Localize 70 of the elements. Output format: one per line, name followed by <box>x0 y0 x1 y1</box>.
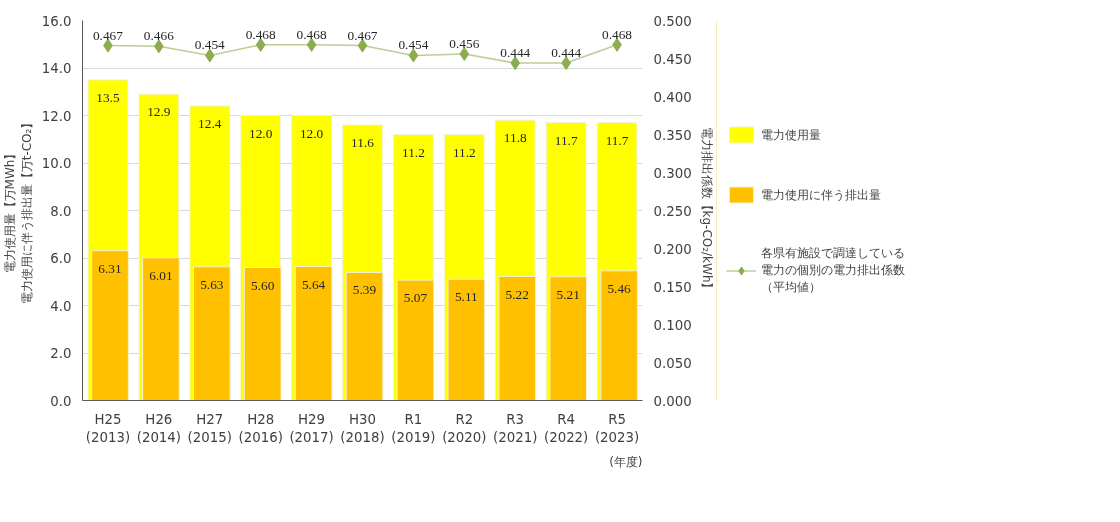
data-label: 5.60 <box>251 277 275 293</box>
y2-tick-label: 0.300 <box>653 165 692 181</box>
y-tick-label: 10.0 <box>41 156 72 171</box>
y2-tick-label: 0.000 <box>653 393 692 409</box>
legend-label: 電力使用量 <box>761 126 821 143</box>
y-tick-label: 14.0 <box>41 61 72 76</box>
data-label: 0.468 <box>245 26 277 42</box>
data-label: 0.468 <box>602 26 633 42</box>
data-label: 0.454 <box>194 37 226 53</box>
data-label: 11.2 <box>452 144 476 160</box>
data-label: 12.0 <box>249 125 273 141</box>
x-tick-label: R2 (2020) <box>442 411 487 445</box>
y2-tick-label: 0.200 <box>653 241 692 257</box>
x-tick-label: H28 (2016) <box>238 411 283 445</box>
data-label: 0.467 <box>92 27 124 43</box>
data-label: 0.454 <box>398 37 429 53</box>
data-label: 0.444 <box>500 45 531 61</box>
data-label: 5.07 <box>403 290 428 306</box>
y-tick-label: 2.0 <box>50 346 72 361</box>
data-label: 5.21 <box>556 286 580 302</box>
data-label: 0.466 <box>143 28 175 44</box>
x-axis-title: (年度) <box>609 454 643 469</box>
legend-label: 電力使用に伴う排出量 <box>761 186 881 203</box>
y2-tick-label: 0.250 <box>653 203 692 219</box>
x-tick-label: H26 (2014) <box>136 411 182 445</box>
data-label: 5.39 <box>352 282 377 298</box>
data-label: 5.64 <box>301 276 326 292</box>
data-label: 11.2 <box>401 144 425 160</box>
data-label: 0.468 <box>296 26 327 42</box>
data-label: 5.11 <box>454 289 478 305</box>
y-tick-label: 8.0 <box>50 203 72 219</box>
x-tick-label: H27 (2015) <box>187 411 232 445</box>
y-tick-label: 16.0 <box>41 13 72 29</box>
data-label: 11.8 <box>503 130 527 146</box>
y2-tick-label: 0.050 <box>653 355 692 371</box>
data-label: 11.7 <box>554 132 578 148</box>
data-label: 13.5 <box>96 89 120 105</box>
data-label: 5.22 <box>505 286 529 302</box>
x-tick-label: H29 (2017) <box>289 411 334 445</box>
y2-tick-label: 0.150 <box>653 279 692 295</box>
y2-tick-label: 0.100 <box>653 317 692 333</box>
y-axis-title: 電力使用量【万MWh】電力使用に伴う排出量【万t-CO₂】 <box>3 116 34 305</box>
y2-axis-title: 電力排出係数【kg-CO₂/kWh】 <box>699 126 714 295</box>
x-tick-label: H25 (2013) <box>85 411 131 445</box>
data-label: 6.31 <box>98 260 122 276</box>
x-tick-label: R5 (2023) <box>594 411 640 445</box>
x-tick-label: R3 (2021) <box>493 411 538 445</box>
y-tick-label: 0.0 <box>50 393 72 409</box>
x-tick-label: R4 (2022) <box>543 411 589 445</box>
data-label: 5.46 <box>607 280 632 296</box>
legend-label: 各県有施設で調達している電力の個別の電力排出係数（平均値） <box>761 244 905 296</box>
data-label: 5.63 <box>200 276 224 292</box>
data-label: 11.6 <box>351 135 375 150</box>
y-tick-label: 12.0 <box>41 108 72 124</box>
data-label: 6.01 <box>149 267 173 283</box>
x-tick-label: R1 (2019) <box>391 411 436 445</box>
x-tick-label: H30 (2018) <box>340 411 385 445</box>
y2-tick-label: 0.450 <box>653 51 692 67</box>
data-label: 12.4 <box>198 116 222 131</box>
y2-tick-label: 0.500 <box>653 13 692 29</box>
data-label: 0.456 <box>449 35 480 51</box>
y-tick-label: 6.0 <box>50 251 72 266</box>
y2-tick-label: 0.350 <box>653 127 692 143</box>
data-label: 12.9 <box>147 104 171 120</box>
data-label: 0.467 <box>347 27 378 43</box>
y-tick-label: 4.0 <box>50 298 72 314</box>
data-label: 11.7 <box>605 132 629 148</box>
data-label: 12.0 <box>299 125 324 141</box>
data-label: 0.444 <box>551 45 582 61</box>
y2-tick-label: 0.400 <box>653 89 692 105</box>
